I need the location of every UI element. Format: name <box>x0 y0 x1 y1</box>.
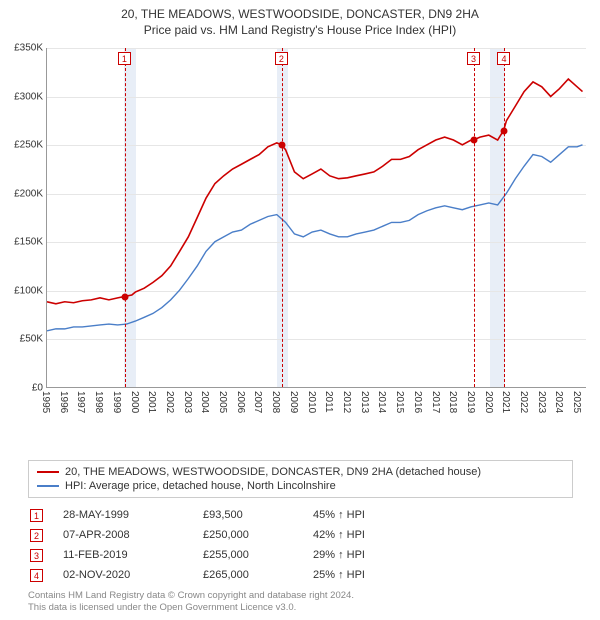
x-tick-label: 2004 <box>199 391 210 413</box>
title-line-2: Price paid vs. HM Land Registry's House … <box>0 22 600 38</box>
table-row: 3 11-FEB-2019 £255,000 29% ↑ HPI <box>30 545 403 565</box>
x-tick-label: 2006 <box>235 391 246 413</box>
event-line <box>282 48 283 387</box>
sale-price: £250,000 <box>203 529 293 541</box>
x-tick-label: 2024 <box>553 391 564 413</box>
event-line <box>474 48 475 387</box>
x-tick-label: 1995 <box>40 391 51 413</box>
y-tick-label: £250K <box>14 140 47 151</box>
y-tick-label: £100K <box>14 285 47 296</box>
event-line <box>504 48 505 387</box>
legend-label-property: 20, THE MEADOWS, WESTWOODSIDE, DONCASTER… <box>65 466 481 478</box>
event-marker: 3 <box>467 52 480 65</box>
sale-date: 28-MAY-1999 <box>63 509 183 521</box>
x-tick-label: 2014 <box>376 391 387 413</box>
y-tick-label: £350K <box>14 43 47 54</box>
sale-price: £93,500 <box>203 509 293 521</box>
legend: 20, THE MEADOWS, WESTWOODSIDE, DONCASTER… <box>28 460 573 498</box>
x-tick-label: 1996 <box>58 391 69 413</box>
x-tick-label: 2017 <box>430 391 441 413</box>
sale-dot <box>278 142 285 149</box>
x-tick-label: 2009 <box>288 391 299 413</box>
table-row: 2 07-APR-2008 £250,000 42% ↑ HPI <box>30 525 403 545</box>
x-tick-label: 2011 <box>323 391 334 413</box>
sale-price: £255,000 <box>203 549 293 561</box>
sale-date: 02-NOV-2020 <box>63 569 183 581</box>
legend-swatch-hpi <box>37 485 59 487</box>
table-row: 4 02-NOV-2020 £265,000 25% ↑ HPI <box>30 565 403 585</box>
sale-vs-hpi: 29% ↑ HPI <box>313 549 403 561</box>
y-tick-label: £300K <box>14 91 47 102</box>
footer: Contains HM Land Registry data © Crown c… <box>28 590 354 615</box>
x-tick-label: 2016 <box>412 391 423 413</box>
x-tick-label: 2021 <box>500 391 511 413</box>
y-tick-label: £50K <box>20 334 47 345</box>
x-tick-label: 2023 <box>536 391 547 413</box>
sale-date: 11-FEB-2019 <box>63 549 183 561</box>
x-tick-label: 2007 <box>252 391 263 413</box>
event-marker: 4 <box>497 52 510 65</box>
x-tick-label: 2000 <box>129 391 140 413</box>
series-property <box>47 79 583 304</box>
event-marker: 4 <box>30 569 43 582</box>
y-tick-label: £150K <box>14 237 47 248</box>
event-marker: 2 <box>275 52 288 65</box>
x-tick-label: 1998 <box>93 391 104 413</box>
sale-dot <box>501 127 508 134</box>
x-tick-label: 2022 <box>518 391 529 413</box>
footer-line-2: This data is licensed under the Open Gov… <box>28 602 354 614</box>
sale-dot <box>471 137 478 144</box>
x-tick-label: 2012 <box>341 391 352 413</box>
event-marker: 3 <box>30 549 43 562</box>
legend-label-hpi: HPI: Average price, detached house, Nort… <box>65 480 336 492</box>
x-tick-label: 2003 <box>182 391 193 413</box>
table-row: 1 28-MAY-1999 £93,500 45% ↑ HPI <box>30 505 403 525</box>
title-block: 20, THE MEADOWS, WESTWOODSIDE, DONCASTER… <box>0 0 600 38</box>
sale-vs-hpi: 42% ↑ HPI <box>313 529 403 541</box>
footer-line-1: Contains HM Land Registry data © Crown c… <box>28 590 354 602</box>
x-tick-label: 2001 <box>146 391 157 413</box>
sale-dot <box>121 294 128 301</box>
event-marker: 1 <box>30 509 43 522</box>
sales-table: 1 28-MAY-1999 £93,500 45% ↑ HPI 2 07-APR-2008… <box>30 505 403 585</box>
x-tick-label: 2008 <box>270 391 281 413</box>
sale-date: 07-APR-2008 <box>63 529 183 541</box>
sale-vs-hpi: 45% ↑ HPI <box>313 509 403 521</box>
page: 20, THE MEADOWS, WESTWOODSIDE, DONCASTER… <box>0 0 600 620</box>
chart: £0£50K£100K£150K£200K£250K£300K£350K1995… <box>46 48 586 418</box>
x-tick-label: 2019 <box>465 391 476 413</box>
legend-item-hpi: HPI: Average price, detached house, Nort… <box>37 479 564 493</box>
x-tick-label: 2025 <box>571 391 582 413</box>
plot-area: £0£50K£100K£150K£200K£250K£300K£350K1995… <box>46 48 586 388</box>
x-tick-label: 2018 <box>447 391 458 413</box>
x-tick-label: 1999 <box>111 391 122 413</box>
sale-price: £265,000 <box>203 569 293 581</box>
event-line <box>125 48 126 387</box>
event-marker: 1 <box>118 52 131 65</box>
x-tick-label: 2020 <box>483 391 494 413</box>
legend-swatch-property <box>37 471 59 473</box>
sale-vs-hpi: 25% ↑ HPI <box>313 569 403 581</box>
x-tick-label: 2002 <box>164 391 175 413</box>
x-tick-label: 2010 <box>306 391 317 413</box>
x-tick-label: 1997 <box>75 391 86 413</box>
title-line-1: 20, THE MEADOWS, WESTWOODSIDE, DONCASTER… <box>0 6 600 22</box>
event-marker: 2 <box>30 529 43 542</box>
x-tick-label: 2015 <box>394 391 405 413</box>
x-tick-label: 2005 <box>217 391 228 413</box>
legend-item-property: 20, THE MEADOWS, WESTWOODSIDE, DONCASTER… <box>37 465 564 479</box>
x-tick-label: 2013 <box>359 391 370 413</box>
y-tick-label: £200K <box>14 188 47 199</box>
